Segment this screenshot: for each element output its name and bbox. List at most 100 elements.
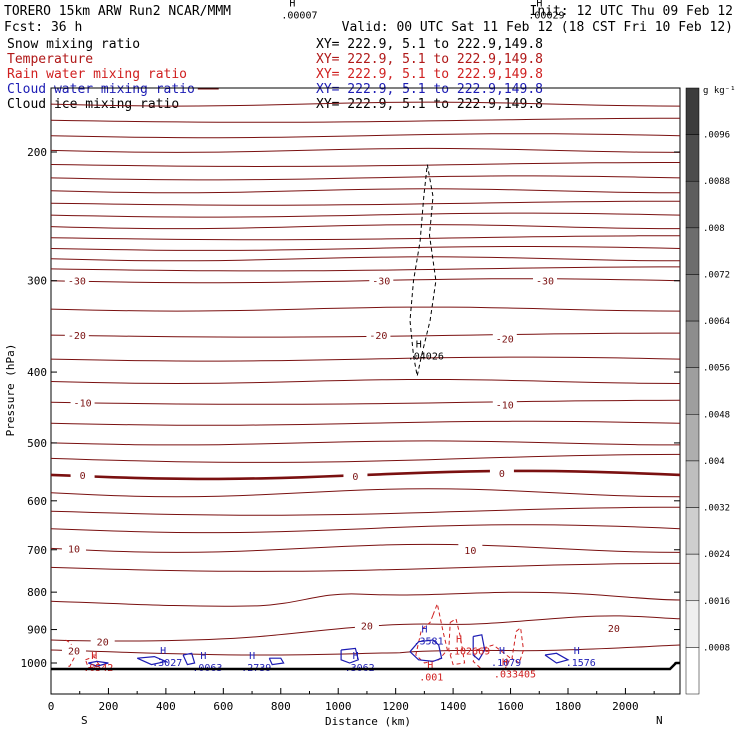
colorbar-swatch	[685, 553, 700, 602]
max-marker: H	[289, 0, 295, 9]
temperature-label-bg	[90, 635, 115, 648]
legend-cloud-water-xy: XY= 222.9, 5.1 to 222.9,149.8	[316, 82, 543, 97]
colorbar-label: .008	[703, 224, 725, 234]
x-tick-label: 200	[99, 700, 119, 713]
isotherm-lower	[50, 644, 681, 656]
isotherm	[50, 399, 681, 405]
isotherm	[50, 278, 681, 284]
colorbar-swatch	[685, 367, 700, 415]
cloud-water-contour-line	[409, 639, 443, 663]
isotherm	[50, 162, 680, 168]
cloud-water-contour-line	[268, 657, 285, 666]
isotherm	[50, 356, 681, 362]
x-tick-label: 600	[213, 700, 233, 713]
colorbar-swatch	[685, 134, 700, 182]
cloud-water-contour-line	[136, 655, 168, 666]
max-value: .00007	[281, 10, 317, 21]
y-tick-label: 800	[27, 586, 47, 599]
colorbar-label: .0096	[703, 131, 730, 141]
x-tick-label: 1000	[325, 700, 352, 713]
temperature-label-bg	[489, 467, 514, 480]
colorbar: .0096 .0088 .008 .0072 .0064 .0056 .0048 .004 .0…	[685, 87, 730, 695]
colorbar-label: .0024	[703, 550, 730, 560]
temperature-label-bg	[458, 543, 483, 556]
legend-rain-label: Rain water mixing ratio	[7, 67, 187, 82]
x-tick-label: 0	[48, 700, 55, 713]
colorbar-swatch	[685, 414, 700, 462]
temperature-label: -30	[536, 277, 554, 288]
temperature-label-bg	[354, 619, 379, 632]
temperature-label: 0	[352, 472, 358, 483]
max-value: .3581	[414, 637, 444, 648]
max-value: .1079	[491, 658, 521, 669]
colorbar-label: .0032	[703, 504, 730, 514]
temperature-labels: -30 -30 -30 -20 -20 -20 -10 -10 0 0 0 10 10 20 20 20 20	[61, 274, 626, 658]
isotherm	[50, 101, 681, 107]
temperature-label: 10	[68, 544, 80, 555]
colorbar-label: .0064	[703, 317, 730, 327]
header-init: Init: 12 UTC Thu 09 Feb 12	[530, 4, 734, 19]
temperature-label-bg	[70, 468, 95, 481]
max-marker: H	[422, 625, 428, 636]
colorbar-label: .004	[703, 457, 725, 467]
y-axis-title: Pressure (hPa)	[4, 344, 17, 437]
cloud-water-contour-line	[544, 652, 570, 664]
temperature-label: -20	[68, 331, 86, 342]
isotherm	[50, 488, 681, 498]
x-tick-label: 1600	[497, 700, 524, 713]
max-value: .001	[419, 672, 443, 683]
isotherm	[50, 235, 681, 241]
y-tick-label: 1000	[21, 657, 48, 670]
y-tick-label: 200	[27, 146, 47, 159]
isotherm	[50, 420, 681, 426]
cloud-ice-contour	[409, 164, 437, 377]
temperature-label: -30	[372, 277, 390, 288]
colorbar-swatch	[685, 600, 700, 648]
colorbar-swatch	[685, 460, 700, 508]
x-tick-label: 1800	[555, 700, 582, 713]
temperature-label: -30	[68, 277, 86, 288]
cloud-water-contour-line	[472, 634, 486, 661]
cloud-water-contours	[88, 634, 570, 667]
x-axis-title: Distance (km)	[325, 715, 411, 728]
ice-contour-line	[409, 164, 437, 377]
max-value: .04026	[408, 352, 444, 363]
isotherm	[50, 188, 681, 194]
x-axis: 0 200 400 600 800 1000 1200 1400 1600 1800 2000	[48, 688, 655, 713]
header-fcst: Fcst: 36 h	[4, 20, 82, 35]
rain-contour-line	[448, 618, 466, 666]
temperature-label: -20	[496, 335, 514, 346]
max-value: .3027	[152, 658, 182, 669]
temperature-label-bg	[366, 329, 391, 342]
y-tick-label: 300	[27, 275, 47, 288]
x-tick-label: 2000	[612, 700, 639, 713]
max-marker: H	[427, 660, 433, 671]
legend-cloud-ice-label: Cloud ice mixing ratio	[7, 97, 179, 112]
temperature-label: 20	[608, 624, 620, 635]
isotherm	[50, 306, 681, 312]
y-tick-label: 400	[27, 366, 47, 379]
temperature-label-bg	[369, 274, 394, 287]
isotherm	[50, 175, 681, 181]
max-value: .00029	[528, 10, 564, 21]
isotherm	[50, 256, 680, 262]
isotherm	[50, 133, 681, 139]
max-marker: H	[200, 651, 206, 662]
temperature-label: 0	[80, 471, 86, 482]
x-tick-label: 1400	[440, 700, 467, 713]
colorbar-swatch	[685, 647, 700, 695]
temperature-label-bg	[492, 398, 517, 411]
x-tick-label: 1200	[382, 700, 409, 713]
isotherm	[50, 379, 681, 385]
isotherm	[50, 506, 681, 516]
north-label: N	[656, 714, 663, 727]
isotherm	[50, 332, 680, 338]
colorbar-swatch	[685, 274, 700, 322]
temperature-label-bg	[64, 329, 89, 342]
legend-cloud-water-label: Cloud water mixing ratio	[7, 82, 195, 97]
x-tick-label: 800	[271, 700, 291, 713]
legend: Snow mixing ratio XY= 222.9, 5.1 to 222.…	[7, 37, 543, 112]
temperature-label: -10	[496, 400, 514, 411]
max-marker: H	[499, 646, 505, 657]
